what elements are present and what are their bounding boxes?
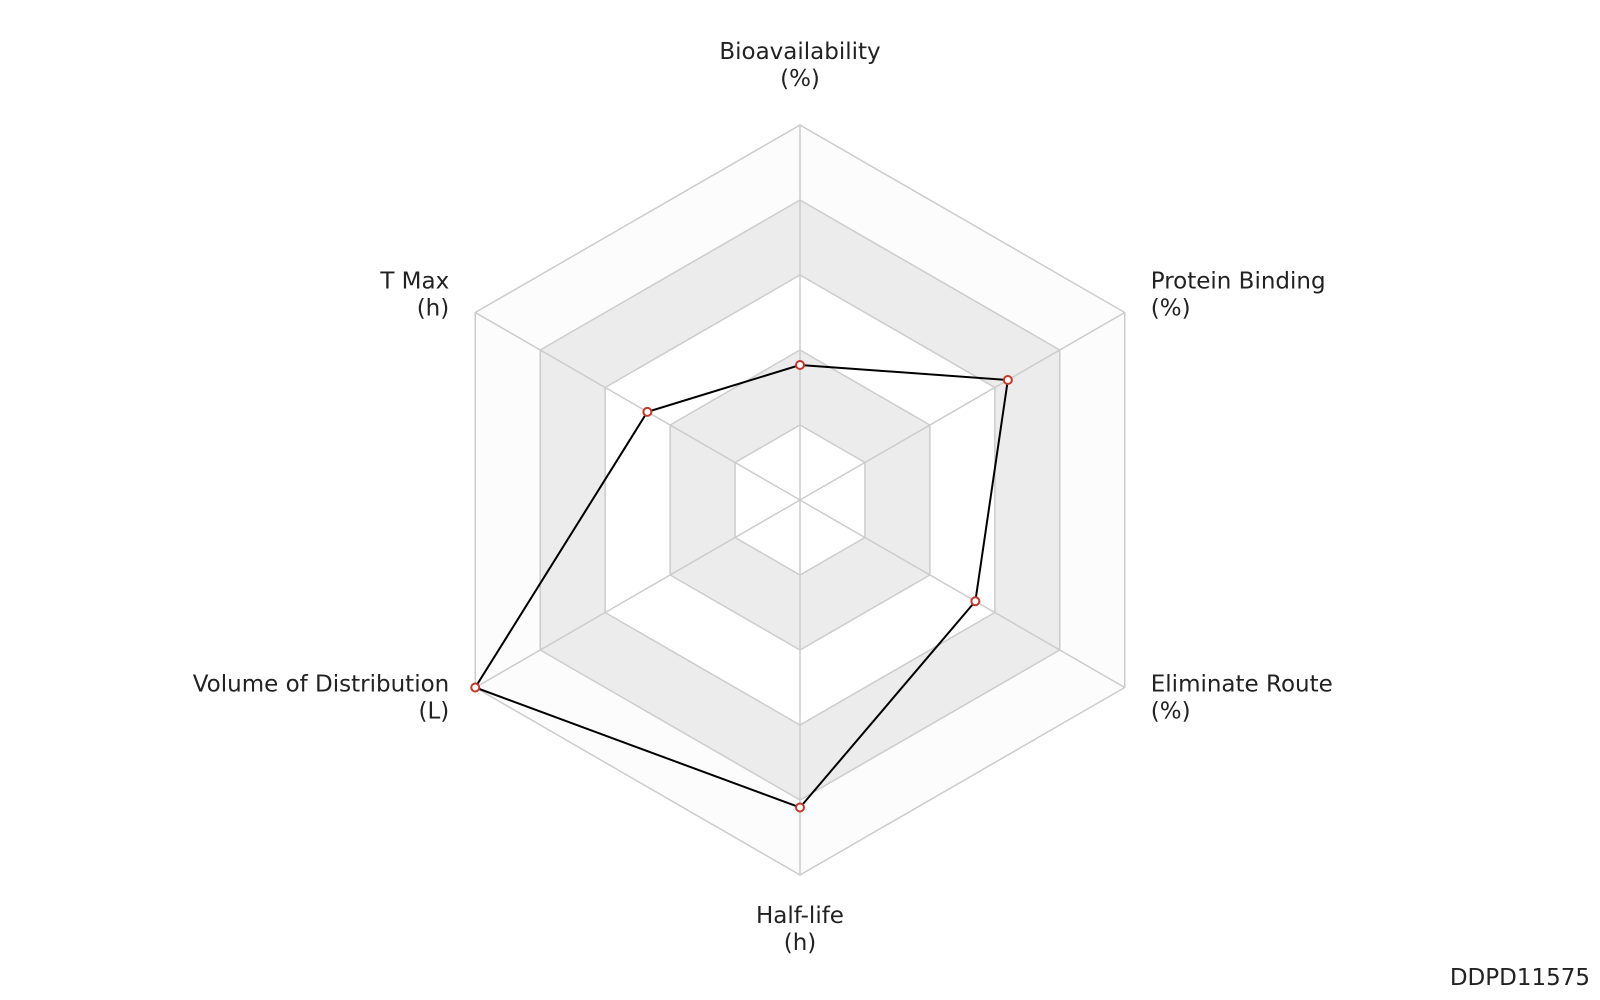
watermark: DDPD11575	[1450, 965, 1590, 991]
data-point	[1002, 375, 1013, 385]
axis-line	[799, 499, 1126, 689]
axis-unit: (L)	[418, 699, 449, 725]
axis-label: Volume of Distribution	[193, 672, 450, 698]
axis-label: Half-life	[756, 903, 844, 929]
axis-line	[474, 311, 801, 501]
data-point	[795, 360, 805, 370]
data-point	[970, 596, 981, 607]
data-point	[642, 406, 653, 417]
axis-unit: (h)	[784, 930, 817, 956]
axis-unit: (%)	[1151, 296, 1191, 322]
axis-label: Eliminate Route	[1151, 672, 1333, 698]
axis-label: Protein Binding	[1151, 269, 1326, 295]
axis-label: T Max	[379, 269, 449, 295]
axis-unit: (%)	[1151, 699, 1191, 725]
data-point	[795, 802, 805, 813]
axis-unit: (%)	[780, 66, 820, 92]
axis-line	[474, 499, 801, 689]
axis-unit: (h)	[417, 296, 450, 322]
axis-label: Bioavailability	[719, 39, 880, 65]
axis-line	[799, 311, 1126, 501]
data-point	[470, 682, 481, 693]
